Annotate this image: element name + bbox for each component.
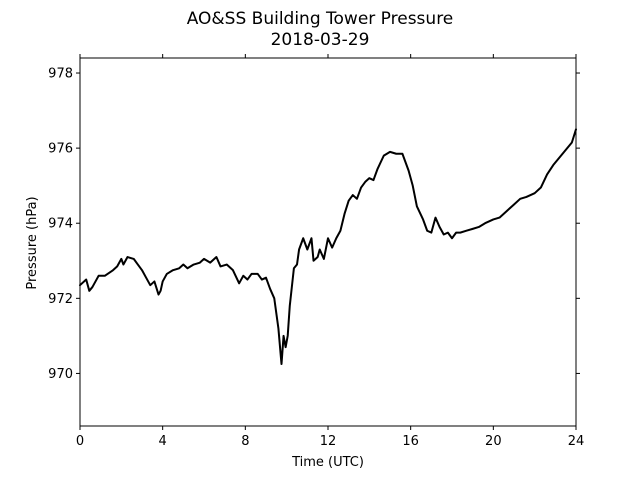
series-line-0 [79, 128, 577, 366]
x-tick-label-4: 16 [402, 434, 419, 449]
x-tick-label-5: 20 [485, 434, 502, 449]
x-tick-label-3: 12 [320, 434, 337, 449]
chart-title: AO&SS Building Tower Pressure [187, 9, 454, 29]
chart-subtitle: 2018-03-29 [271, 30, 370, 50]
y-tick-label-1: 972 [48, 292, 73, 307]
y-tick-label-3: 976 [48, 142, 73, 157]
y-tick-label-0: 970 [48, 367, 73, 382]
x-tick-label-2: 8 [241, 434, 249, 449]
y-tick-label-4: 978 [48, 67, 73, 82]
x-axis-label: Time (UTC) [291, 455, 364, 470]
x-tick-label-0: 0 [76, 434, 84, 449]
x-tick-label-6: 24 [568, 434, 585, 449]
y-axis-label: Pressure (hPa) [25, 196, 40, 289]
plot-area: 0 4 8 12 16 20 24 970 972 974 976 978 [48, 54, 584, 449]
x-tick-label-1: 4 [159, 434, 167, 449]
y-tick-label-2: 974 [48, 217, 73, 232]
